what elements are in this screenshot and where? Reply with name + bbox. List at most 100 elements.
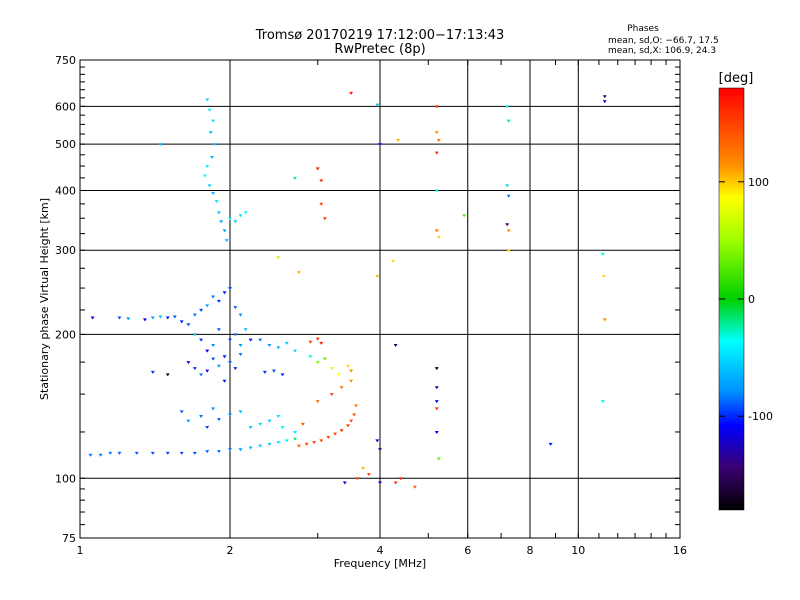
- data-point: [238, 313, 243, 317]
- x-tick-label: 10: [571, 544, 585, 557]
- colorbar-ticks: 100 0 -100: [719, 176, 773, 423]
- data-point: [186, 323, 191, 327]
- data-point: [98, 453, 103, 457]
- data-point: [296, 444, 301, 448]
- data-point: [179, 320, 184, 324]
- data-point: [150, 370, 155, 374]
- data-point: [199, 308, 204, 312]
- data-point: [199, 414, 204, 418]
- y-tick-label: 600: [55, 100, 76, 113]
- data-point: [505, 105, 510, 109]
- y-tick-label: 75: [62, 532, 76, 545]
- data-point: [258, 422, 263, 426]
- data-point: [238, 214, 243, 218]
- data-point: [319, 439, 324, 443]
- data-point: [280, 426, 285, 430]
- data-point: [258, 444, 263, 448]
- data-point: [355, 477, 360, 481]
- data-point: [366, 473, 371, 477]
- data-point: [505, 184, 510, 188]
- data-point: [222, 229, 227, 233]
- data-point: [602, 318, 607, 322]
- data-point: [506, 229, 511, 233]
- data-point: [280, 373, 285, 377]
- data-point: [238, 352, 243, 356]
- data-point: [228, 361, 232, 365]
- data-point: [548, 442, 553, 446]
- grid-lines: [80, 60, 680, 538]
- data-point: [248, 446, 253, 450]
- data-point: [412, 485, 417, 489]
- data-point: [276, 441, 281, 445]
- data-point: [199, 338, 204, 342]
- data-point: [506, 119, 511, 123]
- data-point: [436, 139, 441, 143]
- data-point: [322, 217, 327, 221]
- data-point: [506, 249, 511, 253]
- data-point: [207, 184, 212, 188]
- data-point: [222, 291, 227, 295]
- data-point: [434, 430, 439, 434]
- y-tick-labels: 75 100 200 300 400 500 600 750: [55, 54, 76, 545]
- data-point: [243, 211, 248, 215]
- data-point: [339, 429, 344, 433]
- data-point: [312, 441, 317, 445]
- data-point: [292, 430, 297, 434]
- data-point: [238, 344, 243, 348]
- data-point: [228, 413, 232, 417]
- data-point: [345, 424, 350, 428]
- stats-o-mode: mean, sd,O: −66.7, 17.5: [608, 36, 719, 46]
- data-point: [228, 448, 232, 452]
- data-point: [228, 217, 232, 221]
- data-point: [391, 259, 396, 263]
- data-point: [216, 364, 221, 368]
- data-point: [434, 105, 439, 109]
- data-point: [233, 306, 238, 310]
- data-point: [600, 252, 605, 256]
- data-point: [222, 355, 227, 359]
- data-point: [186, 361, 191, 365]
- data-point: [602, 95, 607, 99]
- data-point: [205, 426, 210, 430]
- data-point: [393, 344, 398, 348]
- data-point: [216, 328, 221, 332]
- data-point: [436, 235, 441, 239]
- data-point: [315, 337, 320, 341]
- data-point: [192, 367, 197, 371]
- data-point: [172, 315, 177, 319]
- data-point: [276, 414, 281, 418]
- data-point: [233, 367, 238, 371]
- data-point: [602, 100, 607, 104]
- x-tick-label: 8: [527, 544, 534, 557]
- data-point: [339, 386, 344, 390]
- data-point: [336, 373, 341, 377]
- data-point: [345, 364, 350, 368]
- data-point: [267, 419, 272, 423]
- data-point: [216, 211, 221, 215]
- data-point: [211, 344, 216, 348]
- data-point: [361, 467, 366, 471]
- data-point: [600, 400, 605, 404]
- data-point: [292, 437, 297, 441]
- data-point: [211, 192, 216, 196]
- data-point: [117, 316, 122, 320]
- data-point: [212, 143, 217, 147]
- y-tick-label: 500: [55, 138, 76, 151]
- x-tick-label: 16: [673, 544, 687, 557]
- data-point: [108, 451, 113, 455]
- data-point: [142, 318, 147, 322]
- data-point: [393, 481, 398, 485]
- data-point: [216, 418, 221, 422]
- data-point: [205, 165, 210, 169]
- data-point: [179, 451, 184, 455]
- data-point: [192, 333, 197, 337]
- data-point: [192, 313, 197, 317]
- y-tick-label: 300: [55, 244, 76, 257]
- data-point: [126, 317, 131, 321]
- data-point: [228, 287, 232, 291]
- data-point: [292, 349, 297, 353]
- data-point: [224, 239, 229, 243]
- data-point: [315, 167, 320, 171]
- data-point: [601, 274, 606, 278]
